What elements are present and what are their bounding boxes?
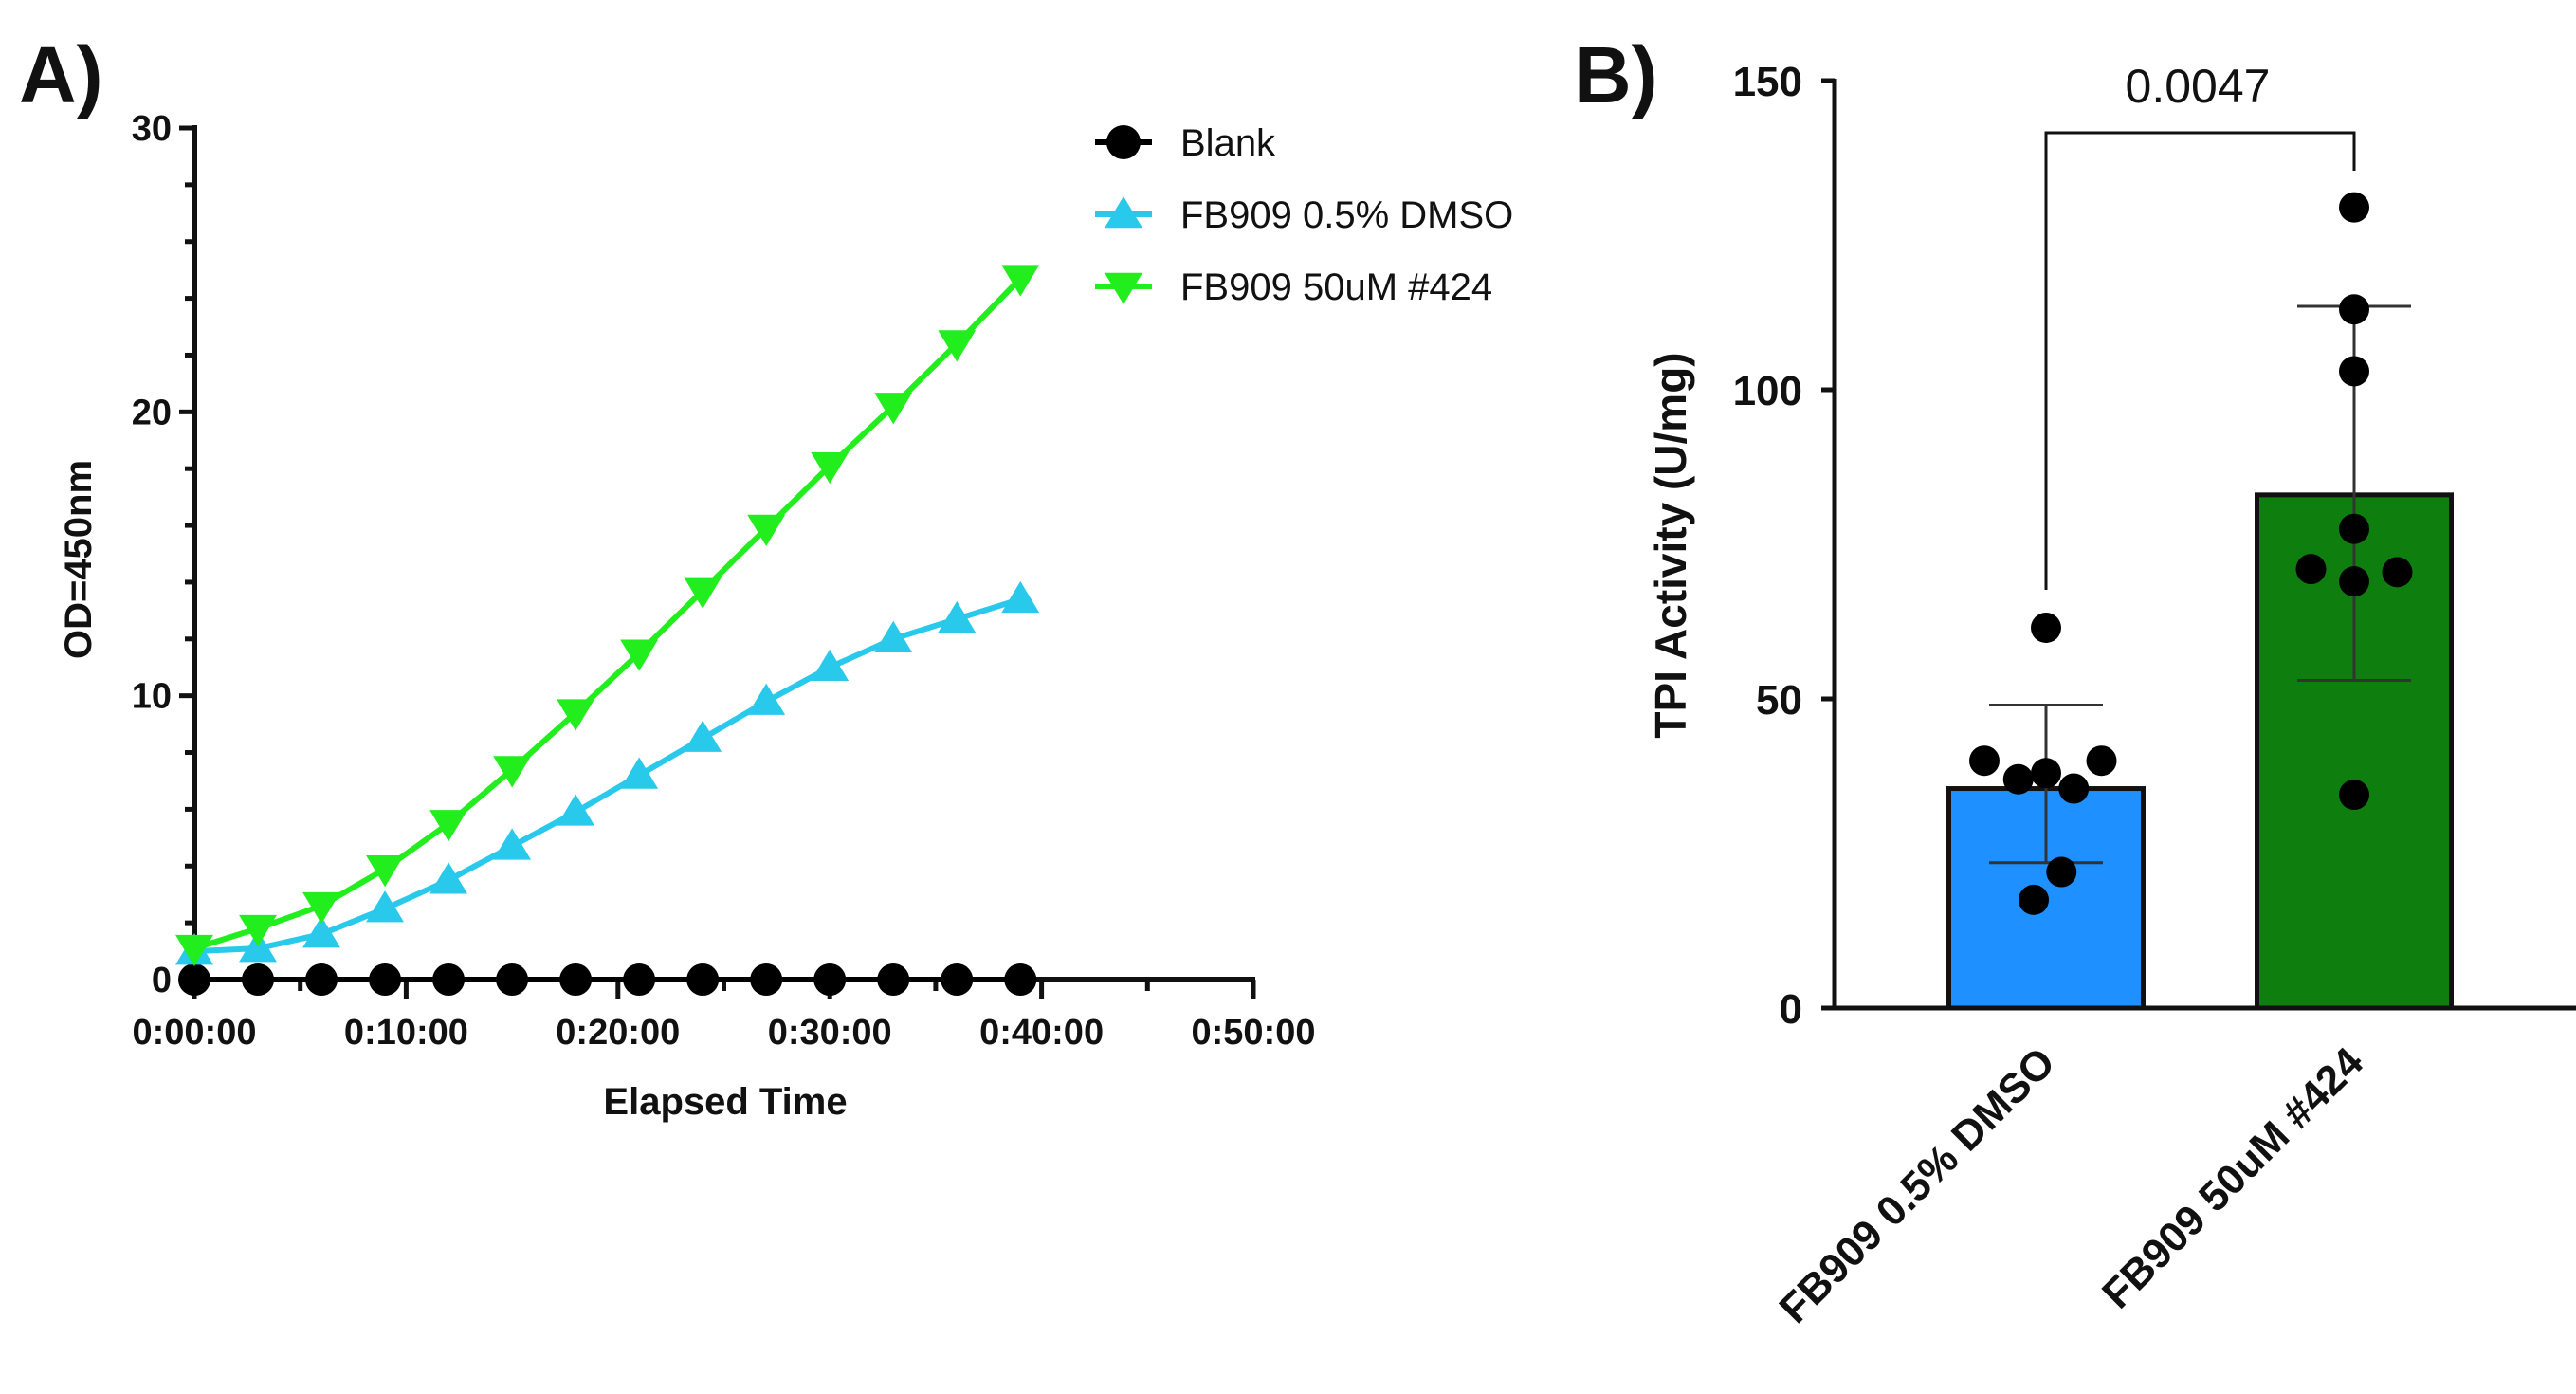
data-point bbox=[302, 891, 340, 925]
data-point bbox=[305, 963, 338, 996]
y-tick-label: 10 bbox=[132, 677, 172, 717]
data-point bbox=[684, 577, 722, 609]
data-point bbox=[620, 757, 659, 789]
y-axis-title-b: TPI Activity (U/mg) bbox=[1646, 352, 1695, 738]
data-point bbox=[1004, 963, 1037, 996]
x-tick-label: 0:50:00 bbox=[1192, 1013, 1316, 1053]
data-point-b bbox=[2002, 763, 2034, 795]
data-point bbox=[557, 699, 595, 731]
data-point bbox=[1001, 580, 1040, 614]
category-label: FB909 50uM #424 bbox=[2093, 1038, 2372, 1317]
data-point bbox=[493, 828, 532, 860]
data-point-b bbox=[2031, 613, 2061, 644]
bracket-line bbox=[2044, 131, 2356, 591]
data-point bbox=[811, 649, 850, 681]
data-point-b bbox=[2339, 566, 2369, 597]
panel-a-label: A) bbox=[19, 30, 103, 119]
data-point bbox=[366, 890, 405, 923]
chart-a-axes: 0 10 20 30 0:00:00 0:10:00 0:20:00 0:30:00 0:40:… bbox=[132, 109, 1316, 1053]
y-tick-label: 30 bbox=[132, 109, 172, 149]
data-point bbox=[242, 963, 275, 996]
data-point bbox=[493, 756, 532, 788]
data-point bbox=[623, 963, 656, 996]
data-point bbox=[429, 862, 468, 894]
data-point bbox=[874, 620, 913, 653]
significance-bracket: 0.0047 bbox=[2044, 60, 2356, 591]
data-point bbox=[877, 963, 910, 996]
data-point-b bbox=[2339, 294, 2369, 325]
x-tick-label: 0:20:00 bbox=[556, 1013, 680, 1053]
data-point bbox=[874, 393, 913, 425]
p-value-label: 0.0047 bbox=[2126, 60, 2271, 113]
x-tick-label: 0:40:00 bbox=[979, 1013, 1104, 1053]
legend-marker bbox=[1106, 125, 1141, 159]
data-point bbox=[750, 963, 783, 996]
chart-a-series bbox=[175, 265, 1040, 996]
data-point bbox=[178, 963, 210, 996]
legend-marker bbox=[1105, 196, 1142, 229]
data-point-b bbox=[2058, 773, 2090, 804]
data-point bbox=[938, 330, 977, 362]
data-point bbox=[1001, 265, 1040, 297]
x-tick-label: 0:30:00 bbox=[768, 1013, 892, 1053]
data-point-b bbox=[2339, 192, 2369, 223]
x-tick-label: 0:10:00 bbox=[344, 1013, 468, 1053]
data-point-b bbox=[2339, 780, 2369, 811]
data-point bbox=[175, 934, 213, 967]
chart-b-bars bbox=[1946, 492, 2454, 1011]
data-point-b bbox=[2339, 356, 2369, 387]
data-point bbox=[747, 514, 786, 547]
data-point-b bbox=[2031, 758, 2061, 789]
line-chart: 0 10 20 30 0:00:00 0:10:00 0:20:00 0:30:00 0:40:… bbox=[58, 109, 1513, 1123]
y-tick-label: 20 bbox=[132, 393, 172, 432]
data-point bbox=[813, 963, 847, 996]
chart-a-legend: Blank FB909 0.5% DMSO FB909 50uM #424 bbox=[1095, 122, 1513, 308]
legend-label: FB909 0.5% DMSO bbox=[1180, 194, 1513, 236]
y-tick-label-b: 50 bbox=[1756, 677, 1802, 724]
data-point bbox=[369, 963, 402, 996]
data-point bbox=[557, 794, 595, 826]
y-tick-label: 0 bbox=[152, 961, 172, 1000]
panel-b-label: B) bbox=[1574, 30, 1658, 119]
data-point-b bbox=[2382, 557, 2413, 588]
data-point bbox=[429, 810, 468, 842]
data-point bbox=[811, 451, 850, 485]
data-point bbox=[747, 683, 786, 715]
x-axis-title: Elapsed Time bbox=[603, 1081, 847, 1123]
category-label: FB909 0.5% DMSO bbox=[1770, 1038, 2064, 1332]
data-point bbox=[686, 963, 720, 996]
data-point bbox=[684, 720, 722, 752]
data-point bbox=[496, 963, 529, 996]
y-tick-label-b: 100 bbox=[1733, 368, 1802, 414]
legend-label: Blank bbox=[1180, 122, 1276, 164]
data-point bbox=[620, 639, 659, 671]
data-point bbox=[432, 963, 466, 996]
data-point-b bbox=[2086, 745, 2117, 777]
legend-marker bbox=[1105, 272, 1142, 304]
data-point bbox=[366, 855, 405, 888]
data-point bbox=[239, 914, 277, 947]
chart-b-points bbox=[1969, 192, 2413, 915]
y-axis-title: OD=450nm bbox=[58, 460, 100, 659]
data-point-b bbox=[2019, 884, 2049, 915]
data-point bbox=[941, 963, 974, 996]
data-point bbox=[938, 600, 977, 633]
data-point-b bbox=[2339, 513, 2369, 544]
y-tick-label-b: 0 bbox=[1780, 986, 1802, 1033]
series-line bbox=[193, 276, 1023, 951]
x-tick-label: 0:00:00 bbox=[133, 1013, 257, 1053]
data-point-b bbox=[2046, 856, 2077, 888]
y-tick-label-b: 150 bbox=[1733, 59, 1802, 105]
legend-label: FB909 50uM #424 bbox=[1180, 266, 1492, 308]
data-point-b bbox=[1969, 745, 2000, 777]
data-point bbox=[559, 963, 593, 996]
data-point bbox=[302, 916, 340, 948]
data-point-b bbox=[2295, 554, 2327, 585]
